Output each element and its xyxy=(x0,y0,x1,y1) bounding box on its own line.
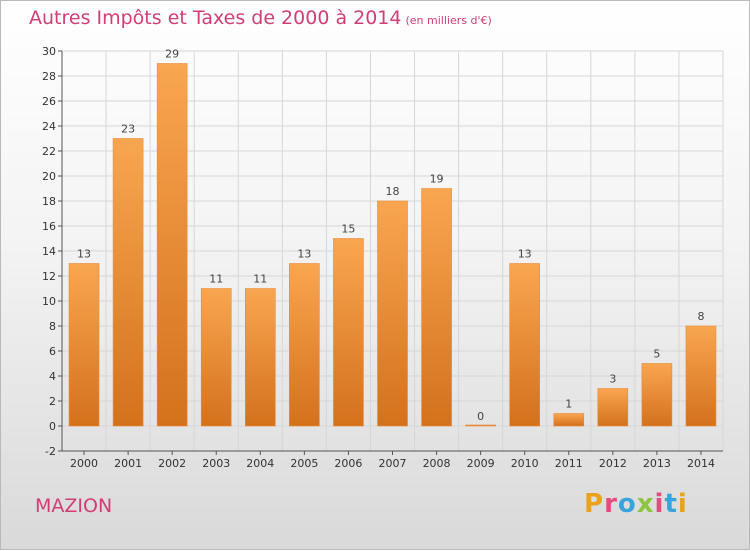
data-label-2003: 11 xyxy=(209,273,223,286)
y-tick-label: 24 xyxy=(42,120,56,133)
bar-2004 xyxy=(245,288,276,427)
y-tick-label: 6 xyxy=(49,345,56,358)
y-tick-label: 2 xyxy=(49,395,56,408)
y-tick-label: -2 xyxy=(45,445,56,458)
x-tick-label-2011: 2011 xyxy=(555,457,583,470)
logo-letter: r xyxy=(604,489,618,519)
data-label-2011: 1 xyxy=(565,398,572,411)
data-label-2005: 13 xyxy=(297,248,311,261)
logo-letter: x xyxy=(636,489,655,519)
data-label-2014: 8 xyxy=(697,310,704,323)
y-tick-label: 14 xyxy=(42,245,56,258)
logo-letter: i xyxy=(677,489,688,519)
y-tick-label: 10 xyxy=(42,295,56,308)
chart-title: Autres Impôts et Taxes de 2000 à 2014 (en… xyxy=(29,7,492,29)
y-tick-label: 26 xyxy=(42,95,56,108)
y-tick-label: 18 xyxy=(42,195,56,208)
x-tick-label-2010: 2010 xyxy=(511,457,539,470)
x-tick-label-2002: 2002 xyxy=(158,457,186,470)
y-tick-label: 4 xyxy=(49,370,56,383)
bar-2006 xyxy=(333,238,364,427)
logo-letter: P xyxy=(584,489,605,519)
chart-unit-note: (en milliers d'€) xyxy=(405,14,492,27)
y-tick-label: 16 xyxy=(42,220,56,233)
x-tick-label-2000: 2000 xyxy=(70,457,98,470)
logo-letter: i xyxy=(654,489,665,519)
x-tick-label-2001: 2001 xyxy=(114,457,142,470)
bar-2007 xyxy=(377,200,408,427)
y-tick-label: 22 xyxy=(42,145,56,158)
logo-letter: t xyxy=(664,489,678,519)
bar-2011 xyxy=(553,413,585,427)
chart-title-text: Autres Impôts et Taxes de 2000 à 2014 xyxy=(29,7,402,29)
bar-2012 xyxy=(597,388,629,427)
x-tick-label-2006: 2006 xyxy=(334,457,362,470)
y-tick-label: 12 xyxy=(42,270,56,283)
y-tick-label: 8 xyxy=(49,320,56,333)
x-tick-label-2013: 2013 xyxy=(643,457,671,470)
proxiti-logo: Proxiti xyxy=(584,489,688,519)
bar-2003 xyxy=(200,288,232,427)
data-label-2010: 13 xyxy=(518,248,532,261)
data-label-2002: 29 xyxy=(165,48,179,61)
bar-2014 xyxy=(685,325,717,427)
x-tick-label-2005: 2005 xyxy=(290,457,318,470)
data-label-2007: 18 xyxy=(386,185,400,198)
bar-2001 xyxy=(112,138,144,427)
bar-2008 xyxy=(421,188,452,427)
data-label-2006: 15 xyxy=(341,223,355,236)
x-tick-label-2009: 2009 xyxy=(467,457,495,470)
data-label-2001: 23 xyxy=(121,123,135,136)
x-tick-label-2014: 2014 xyxy=(687,457,715,470)
bar-2005 xyxy=(289,263,320,427)
bar-2010 xyxy=(509,263,541,427)
x-tick-label-2007: 2007 xyxy=(379,457,407,470)
bar-2013 xyxy=(641,363,673,427)
logo-letter: o xyxy=(617,489,637,519)
data-label-2008: 19 xyxy=(430,173,444,186)
data-label-2012: 3 xyxy=(609,373,616,386)
y-tick-label: 30 xyxy=(42,45,56,58)
bar-2000 xyxy=(68,263,100,427)
data-label-2004: 11 xyxy=(253,273,267,286)
data-label-2009: 0 xyxy=(477,410,484,423)
bar-2009 xyxy=(465,424,496,427)
y-tick-label: 28 xyxy=(42,70,56,83)
data-label-2000: 13 xyxy=(77,248,91,261)
x-tick-label-2004: 2004 xyxy=(246,457,274,470)
city-name: MAZION xyxy=(35,495,113,517)
y-tick-label: 0 xyxy=(49,420,56,433)
x-tick-label-2012: 2012 xyxy=(599,457,627,470)
bar-2002 xyxy=(156,63,188,427)
x-tick-label-2008: 2008 xyxy=(423,457,451,470)
x-tick-label-2003: 2003 xyxy=(202,457,230,470)
data-label-2013: 5 xyxy=(653,348,660,361)
y-tick-label: 20 xyxy=(42,170,56,183)
